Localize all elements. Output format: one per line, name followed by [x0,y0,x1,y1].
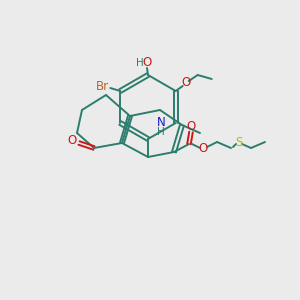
Text: H: H [136,58,144,68]
Text: O: O [198,142,208,154]
Text: O: O [142,56,152,70]
Text: O: O [181,76,190,89]
Text: O: O [186,119,196,133]
Text: Br: Br [96,80,109,92]
Text: H: H [157,127,165,137]
Text: O: O [68,134,76,148]
Text: N: N [157,116,165,128]
Text: S: S [235,136,243,148]
